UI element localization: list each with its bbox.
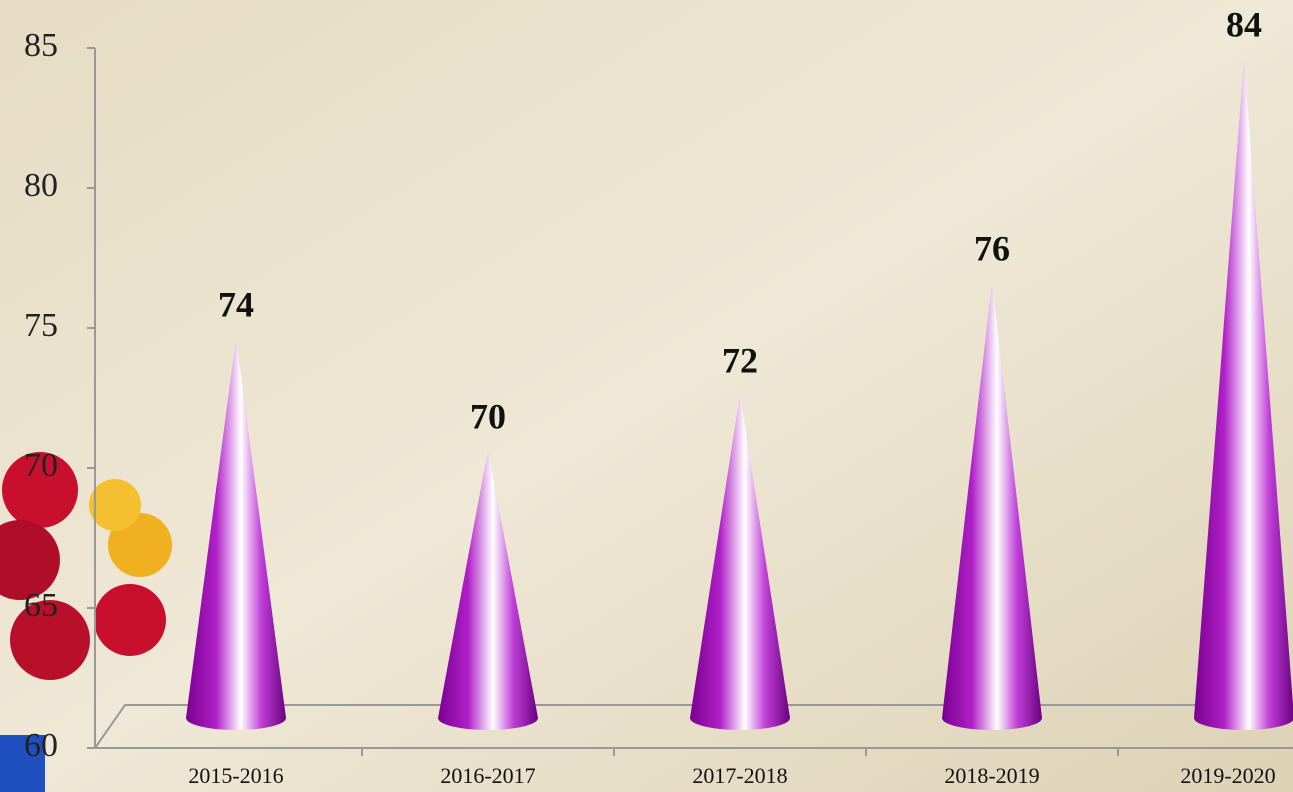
y-tick-label: 75 bbox=[24, 307, 58, 344]
value-label: 84 bbox=[1226, 4, 1262, 44]
flowers bbox=[0, 452, 172, 792]
x-tick-label: 2017-2018 bbox=[692, 763, 787, 788]
cone bbox=[690, 394, 790, 730]
cone bbox=[942, 282, 1042, 730]
cone bbox=[186, 338, 286, 730]
y-tick-label: 65 bbox=[24, 587, 58, 624]
x-tick-label: 2015-2016 bbox=[188, 763, 283, 788]
x-tick-label: 2018-2019 bbox=[944, 763, 1039, 788]
cone bbox=[1194, 58, 1293, 730]
y-tick-label: 70 bbox=[24, 447, 58, 484]
x-tick-label: 2016-2017 bbox=[440, 763, 535, 788]
value-label: 74 bbox=[218, 284, 254, 324]
y-tick-label: 60 bbox=[24, 727, 58, 764]
y-tick-label: 85 bbox=[24, 27, 58, 64]
value-label: 70 bbox=[470, 396, 506, 436]
x-tick-label: 2019-2020 bbox=[1180, 763, 1275, 788]
value-label: 76 bbox=[974, 228, 1010, 268]
cone bbox=[438, 450, 538, 730]
floor bbox=[94, 704, 1293, 749]
value-label: 72 bbox=[722, 340, 758, 380]
y-tick-label: 80 bbox=[24, 167, 58, 204]
